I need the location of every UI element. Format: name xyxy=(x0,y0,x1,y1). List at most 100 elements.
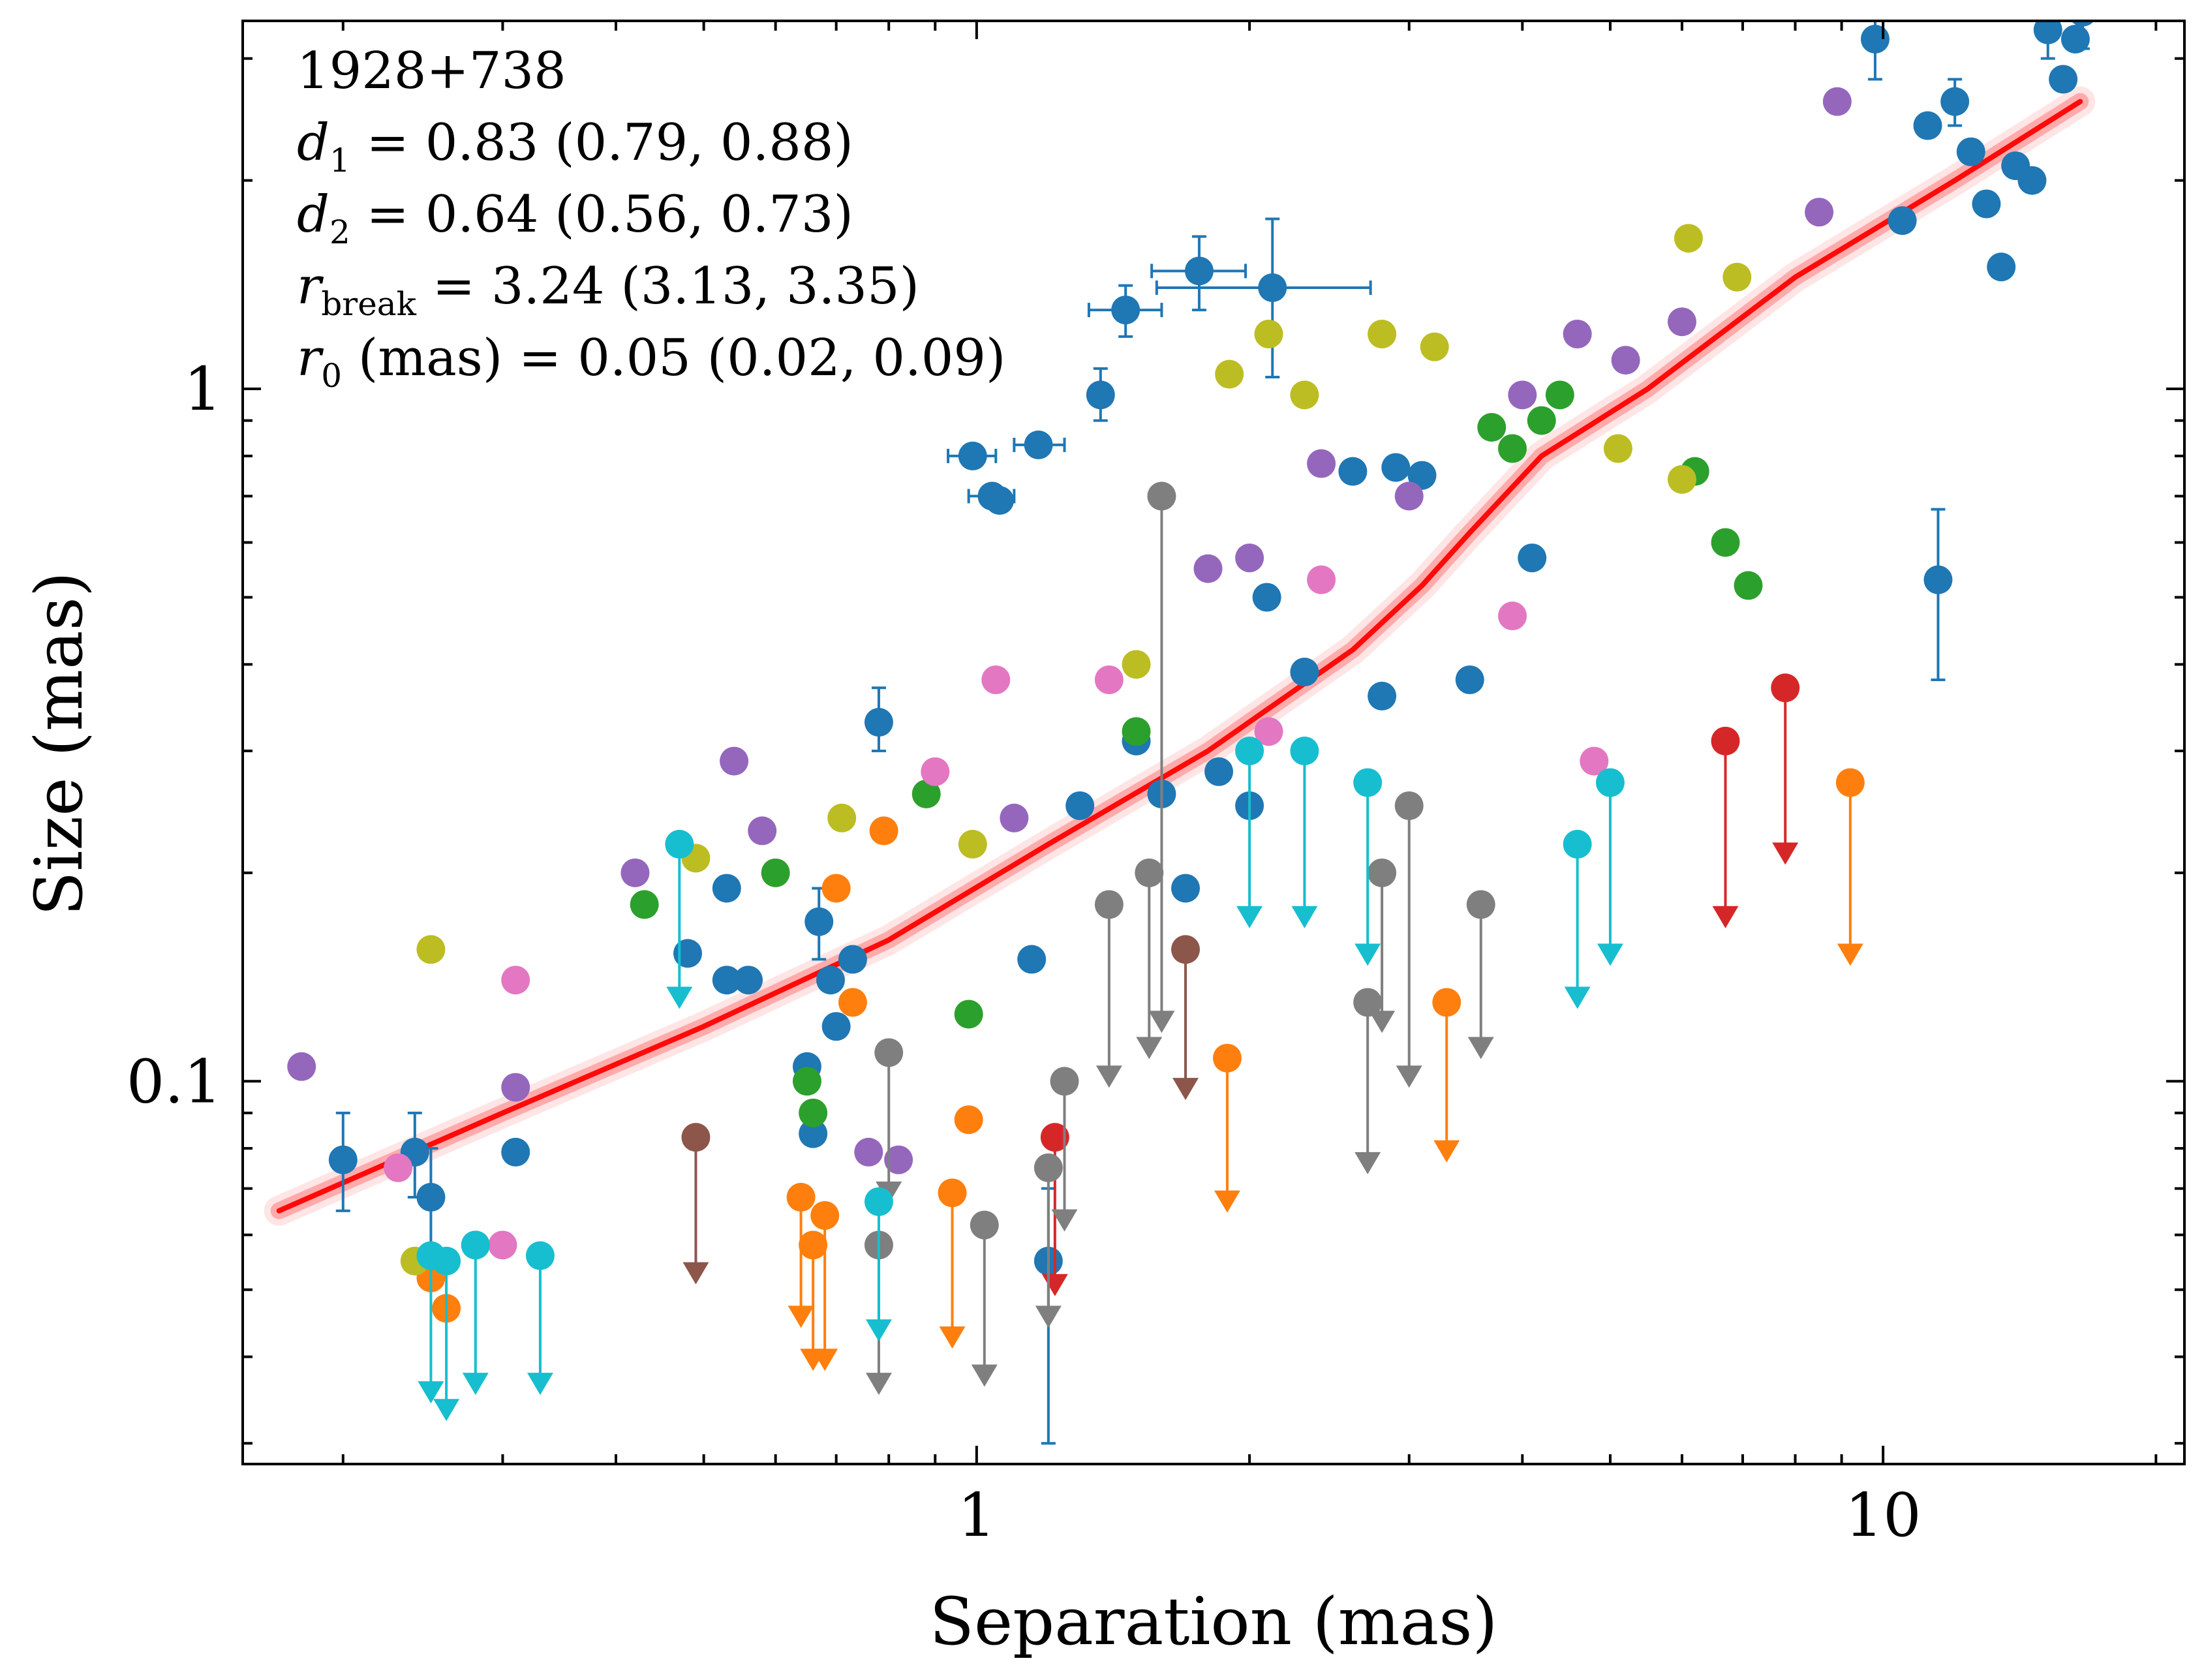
data-point xyxy=(838,945,867,974)
data-point xyxy=(1711,528,1740,557)
upper-limit-point xyxy=(1466,890,1495,919)
data-point xyxy=(734,966,763,995)
data-point xyxy=(869,816,898,846)
series-tab-red xyxy=(1040,673,1800,1296)
upper-limit-point xyxy=(1771,673,1800,703)
fit-curve xyxy=(276,99,2083,1214)
data-point xyxy=(1065,791,1095,820)
series-tab-cyan xyxy=(416,736,1625,1422)
plot-frame xyxy=(241,20,2186,1465)
upper-limit-arrow xyxy=(1467,1037,1494,1060)
data-point xyxy=(1254,320,1283,349)
upper-limit-arrow xyxy=(1136,1037,1163,1060)
upper-limit-point xyxy=(1711,726,1740,756)
data-point xyxy=(854,1137,883,1167)
upper-limit-point xyxy=(786,1183,816,1212)
data-point xyxy=(911,779,941,808)
upper-limit-arrow xyxy=(462,1373,489,1396)
data-point xyxy=(384,1153,413,1182)
data-point xyxy=(1860,24,1890,53)
upper-limit-point xyxy=(1353,768,1383,797)
data-point xyxy=(1024,430,1053,459)
data-point xyxy=(1111,296,1140,325)
annotation-source: 1928+738 xyxy=(297,42,566,100)
upper-limit-point xyxy=(1171,935,1201,964)
data-point xyxy=(921,757,950,786)
data-point xyxy=(838,988,867,1017)
upper-limit-point xyxy=(1290,736,1319,765)
upper-limit-arrow xyxy=(971,1364,998,1387)
data-point xyxy=(328,1145,358,1174)
upper-limit-arrow xyxy=(1291,906,1318,928)
data-point xyxy=(1888,206,1917,236)
upper-limit-arrow xyxy=(1051,1209,1078,1232)
data-point xyxy=(1252,583,1281,612)
data-point xyxy=(1972,189,2001,219)
data-point xyxy=(954,1105,983,1135)
data-point xyxy=(954,1000,983,1029)
data-point xyxy=(1498,602,1527,631)
upper-limit-arrow xyxy=(865,1319,892,1342)
annotation-d1: d1 = 0.83 (0.79, 0.88) xyxy=(297,114,853,179)
data-point xyxy=(1290,658,1319,687)
upper-limit-arrow xyxy=(939,1326,966,1349)
upper-limit-arrow xyxy=(1837,943,1863,966)
param-subscript: 0 xyxy=(321,357,342,395)
data-point xyxy=(1734,571,1763,600)
upper-limit-arrow xyxy=(1597,943,1623,966)
data-point xyxy=(2049,65,2078,94)
param-symbol: d xyxy=(297,185,329,244)
upper-limit-arrow xyxy=(682,1262,709,1285)
data-point xyxy=(1667,465,1696,494)
data-point xyxy=(958,441,987,470)
data-point xyxy=(799,1098,828,1127)
ticks-group: 1 100.11 xyxy=(127,21,2184,1550)
upper-limit-arrow xyxy=(1214,1190,1240,1213)
data-point xyxy=(1527,406,1556,435)
data-point xyxy=(1580,746,1609,776)
data-point xyxy=(748,816,777,846)
param-subscript: 2 xyxy=(329,213,350,251)
data-point xyxy=(1368,681,1397,710)
upper-limit-arrow xyxy=(1355,943,1381,966)
x-tick-label: 1 xyxy=(958,1480,996,1550)
data-point xyxy=(1338,457,1368,486)
annotation-rbreak: rbreak = 3.24 (3.13, 3.35) xyxy=(297,257,919,323)
param-symbol: d xyxy=(297,114,329,172)
data-point xyxy=(1923,565,1953,594)
data-point xyxy=(2071,21,2094,27)
upper-limit-arrow xyxy=(1564,986,1591,1009)
upper-limit-point xyxy=(1394,791,1424,820)
data-point xyxy=(1290,380,1319,410)
data-point xyxy=(1805,198,1834,227)
upper-limit-point xyxy=(1835,768,1865,797)
data-point xyxy=(416,935,446,964)
upper-limit-arrow xyxy=(1712,906,1739,928)
data-point xyxy=(416,1183,446,1212)
annotation-d2: d2 = 0.64 (0.56, 0.73) xyxy=(297,185,853,251)
data-point xyxy=(630,890,659,919)
upper-limit-point xyxy=(810,1200,840,1230)
data-point xyxy=(1603,434,1632,463)
data-point xyxy=(1455,665,1484,694)
y-tick-label: 1 xyxy=(183,354,222,424)
data-point xyxy=(1674,224,1703,253)
data-point xyxy=(1498,434,1527,463)
data-point xyxy=(1822,87,1852,116)
param-subscript: break xyxy=(321,285,416,323)
upper-limit-point xyxy=(1563,829,1592,859)
upper-limit-point xyxy=(1135,858,1164,887)
upper-limit-point xyxy=(864,1187,893,1216)
data-point xyxy=(720,746,749,776)
data-point xyxy=(1215,359,1244,389)
axis-titles: Separation (mas) Size (mas) xyxy=(21,572,1498,1660)
upper-limit-arrow xyxy=(1355,1152,1381,1174)
data-point xyxy=(712,874,741,903)
upper-limit-point xyxy=(1432,988,1462,1017)
data-point xyxy=(821,874,851,903)
data-point xyxy=(981,665,1011,694)
data-point xyxy=(488,1230,517,1260)
data-point xyxy=(1094,665,1124,694)
data-point xyxy=(1368,320,1397,349)
